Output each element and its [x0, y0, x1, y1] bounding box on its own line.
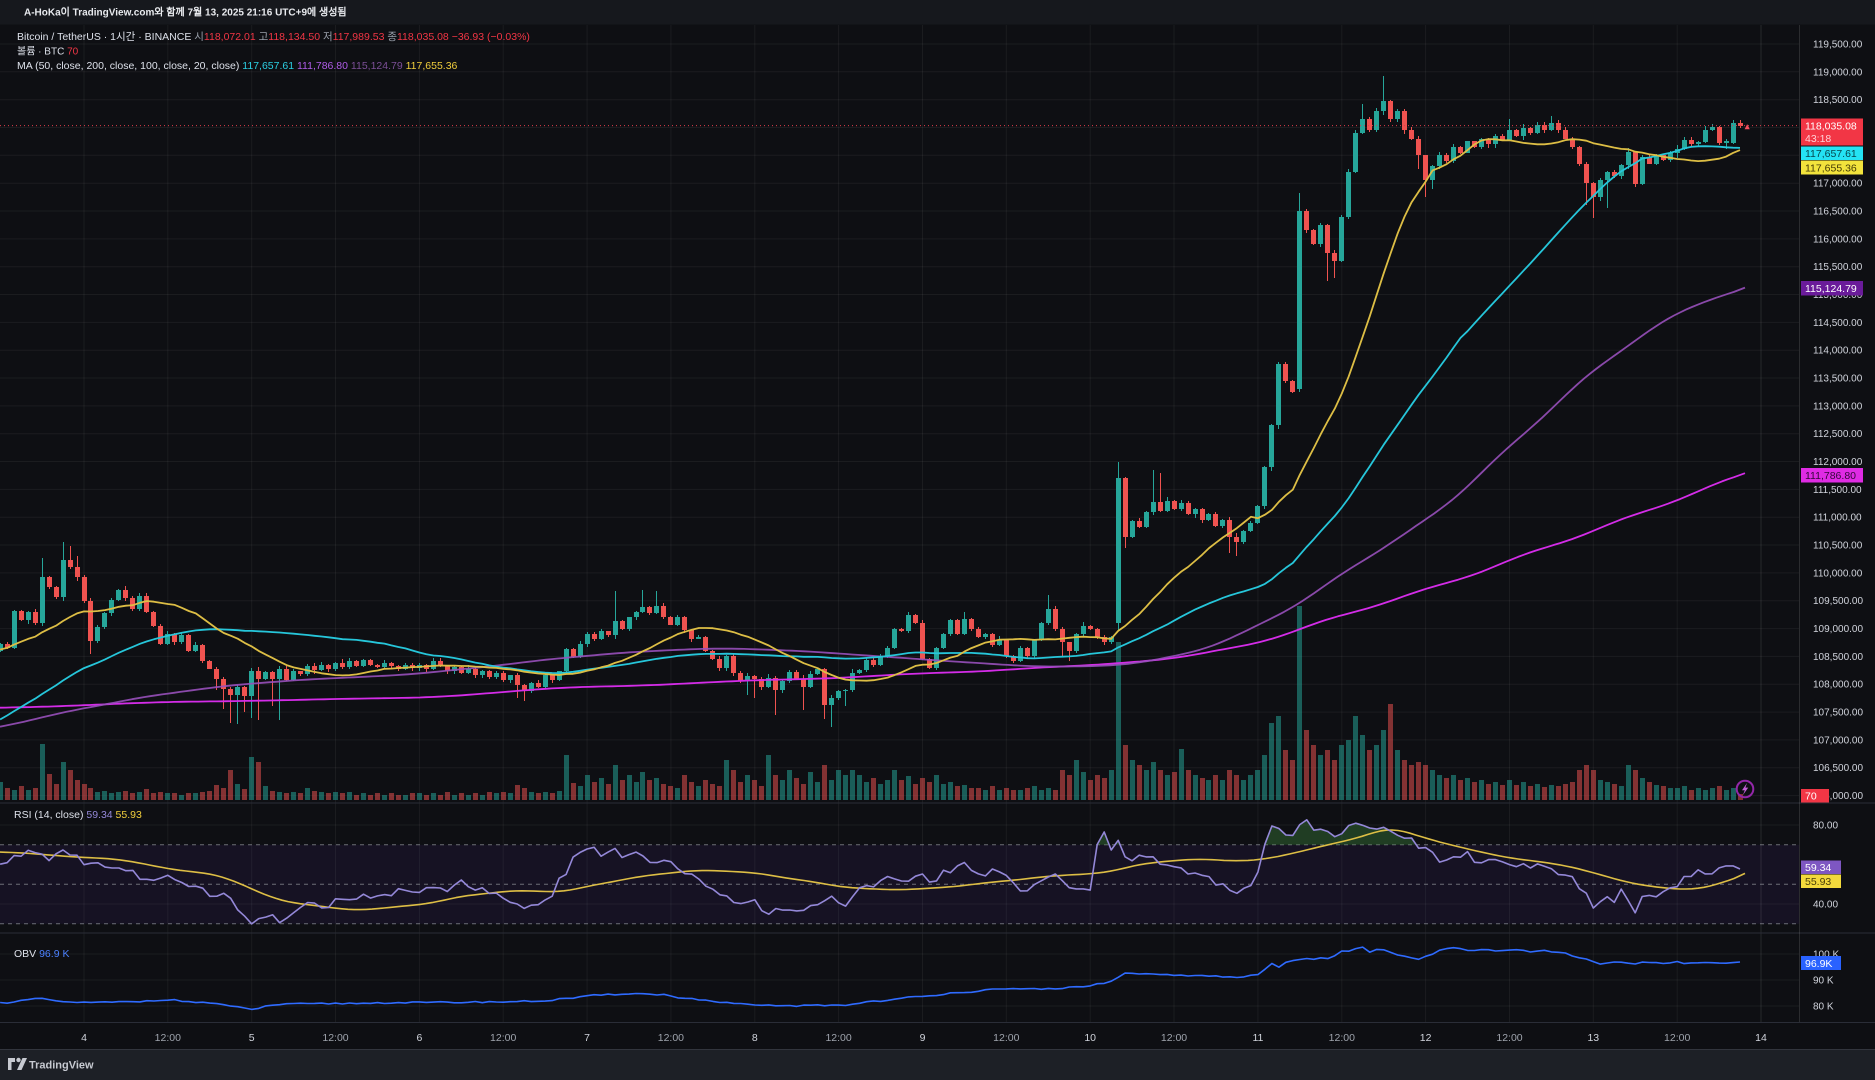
svg-text:12:00: 12:00	[993, 1032, 1019, 1044]
svg-text:108,500.00: 108,500.00	[1813, 652, 1863, 663]
svg-text:111,786.80: 111,786.80	[1805, 470, 1856, 482]
svg-text:5: 5	[249, 1032, 255, 1044]
svg-text:106,500.00: 106,500.00	[1813, 763, 1863, 774]
svg-text:59.34: 59.34	[1805, 862, 1831, 874]
svg-text:12:00: 12:00	[1496, 1032, 1522, 1044]
svg-text:RSI (14, close) 59.34 55.93: RSI (14, close) 59.34 55.93	[14, 809, 142, 821]
svg-text:13: 13	[1587, 1032, 1599, 1044]
svg-text:106,000.00: 106,000.00	[1813, 791, 1863, 802]
svg-text:110,000.00: 110,000.00	[1813, 568, 1863, 579]
svg-text:70: 70	[1805, 791, 1817, 803]
svg-text:118,035.08: 118,035.08	[1805, 121, 1857, 133]
svg-text:11: 11	[1252, 1032, 1263, 1044]
svg-text:4: 4	[81, 1032, 87, 1044]
svg-text:Bitcoin / TetherUS · 1시간 · BIN: Bitcoin / TetherUS · 1시간 · BINANCE 시118,…	[17, 31, 530, 43]
svg-text:118,500.00: 118,500.00	[1813, 95, 1863, 106]
svg-text:112,500.00: 112,500.00	[1813, 429, 1863, 440]
svg-text:80 K: 80 K	[1813, 1002, 1834, 1013]
svg-text:117,657.61: 117,657.61	[1805, 148, 1857, 160]
svg-text:109,000.00: 109,000.00	[1813, 624, 1863, 635]
svg-text:114,000.00: 114,000.00	[1813, 346, 1863, 357]
svg-text:117,655.36: 117,655.36	[1805, 162, 1857, 174]
svg-text:MA (50, close, 200, close, 100: MA (50, close, 200, close, 100, close, 2…	[17, 60, 458, 72]
svg-text:43:18: 43:18	[1805, 133, 1831, 145]
svg-text:12:00: 12:00	[1664, 1032, 1690, 1044]
svg-text:119,000.00: 119,000.00	[1813, 67, 1863, 78]
svg-text:12:00: 12:00	[322, 1032, 348, 1044]
svg-text:10: 10	[1084, 1032, 1096, 1044]
svg-text:TradingView: TradingView	[29, 1060, 94, 1072]
svg-text:9: 9	[920, 1032, 926, 1044]
svg-text:111,500.00: 111,500.00	[1813, 485, 1862, 496]
svg-text:8: 8	[752, 1032, 758, 1044]
svg-text:14: 14	[1755, 1032, 1767, 1044]
svg-text:116,000.00: 116,000.00	[1813, 234, 1863, 245]
svg-text:109,500.00: 109,500.00	[1813, 596, 1863, 607]
svg-text:12:00: 12:00	[155, 1032, 181, 1044]
svg-text:108,000.00: 108,000.00	[1813, 680, 1863, 691]
svg-text:119,500.00: 119,500.00	[1813, 40, 1863, 51]
svg-text:6: 6	[416, 1032, 422, 1044]
svg-text:12: 12	[1420, 1032, 1432, 1044]
svg-text:OBV 96.9 K: OBV 96.9 K	[14, 948, 69, 960]
svg-text:115,500.00: 115,500.00	[1813, 262, 1863, 273]
svg-text:100 K: 100 K	[1813, 950, 1839, 961]
svg-text:115,124.79: 115,124.79	[1805, 283, 1857, 295]
svg-text:40.00: 40.00	[1813, 900, 1838, 911]
svg-text:113,000.00: 113,000.00	[1813, 401, 1863, 412]
svg-text:12:00: 12:00	[658, 1032, 684, 1044]
svg-text:80.00: 80.00	[1813, 821, 1838, 832]
svg-text:111,000.00: 111,000.00	[1813, 513, 1862, 524]
svg-text:12:00: 12:00	[1161, 1032, 1187, 1044]
svg-text:112,000.00: 112,000.00	[1813, 457, 1863, 468]
svg-text:113,500.00: 113,500.00	[1813, 374, 1863, 385]
svg-text:12:00: 12:00	[490, 1032, 516, 1044]
svg-text:12:00: 12:00	[1329, 1032, 1355, 1044]
svg-text:볼륨 · BTC 70: 볼륨 · BTC 70	[17, 46, 79, 58]
svg-text:117,000.00: 117,000.00	[1813, 179, 1863, 190]
svg-text:116,500.00: 116,500.00	[1813, 207, 1863, 218]
svg-text:96.9K: 96.9K	[1805, 958, 1832, 970]
svg-text:90 K: 90 K	[1813, 976, 1834, 987]
svg-text:107,000.00: 107,000.00	[1813, 735, 1863, 746]
svg-text:114,500.00: 114,500.00	[1813, 318, 1863, 329]
svg-text:55.93: 55.93	[1805, 876, 1831, 888]
svg-text:110,500.00: 110,500.00	[1813, 541, 1863, 552]
svg-text:107,500.00: 107,500.00	[1813, 708, 1863, 719]
svg-text:A-HoKa이 TradingView.com와 함께 7월: A-HoKa이 TradingView.com와 함께 7월 13, 2025 …	[24, 6, 347, 19]
svg-text:12:00: 12:00	[825, 1032, 851, 1044]
svg-text:7: 7	[584, 1032, 590, 1044]
